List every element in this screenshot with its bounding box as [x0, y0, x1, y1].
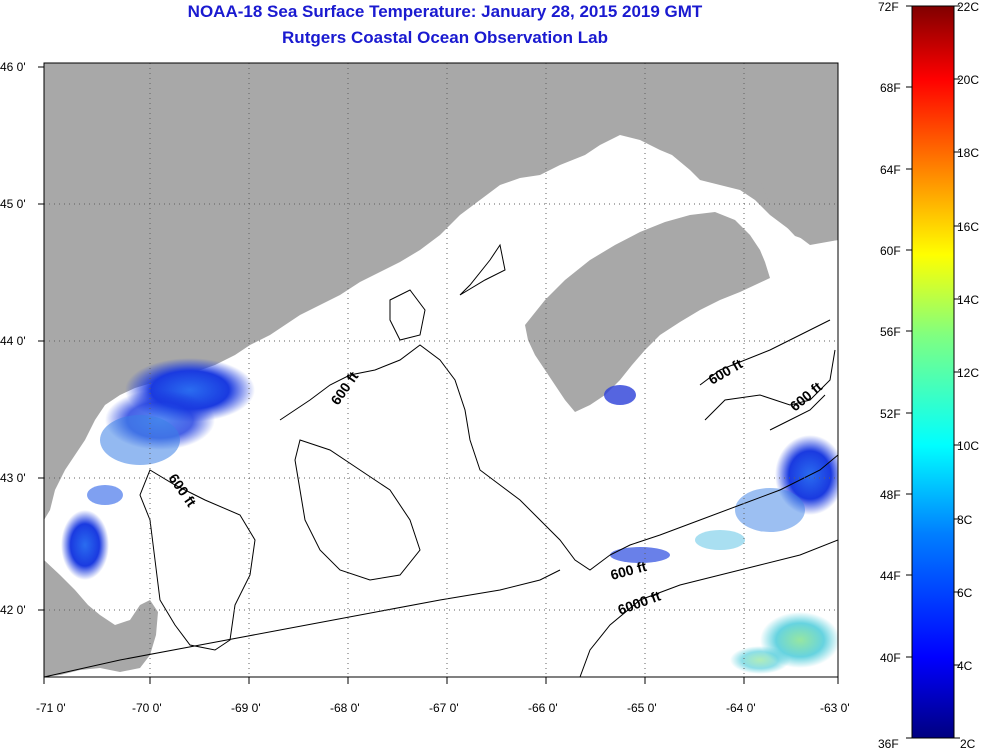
lon-label: -65 0' — [627, 701, 657, 715]
lon-label: -64 0' — [726, 701, 756, 715]
mainland-land — [44, 63, 838, 520]
lon-label: -69 0' — [231, 701, 261, 715]
colorbar-f-label: 52F — [880, 407, 901, 421]
lat-label: 46 0' — [0, 60, 26, 74]
colorbar — [911, 5, 955, 739]
lon-label: -63 0' — [820, 701, 850, 715]
map-title: NOAA-18 Sea Surface Temperature: January… — [187, 2, 703, 21]
map-frame — [43, 62, 839, 678]
colorbar-f-label: 48F — [880, 488, 901, 502]
colorbar-c-label: 18C — [957, 146, 979, 160]
depth-contours — [44, 243, 838, 677]
colorbar-f-label: 68F — [880, 81, 901, 95]
colorbar-f-label: 60F — [880, 244, 901, 258]
lon-label: -70 0' — [132, 701, 162, 715]
colorbar-c-label: 4C — [957, 659, 973, 673]
lat-label: 45 0' — [0, 197, 26, 211]
colorbar-ticks — [906, 5, 960, 739]
colorbar-f-label: 56F — [880, 325, 901, 339]
lat-label: 43 0' — [0, 471, 26, 485]
colorbar-f-label: 64F — [880, 163, 901, 177]
colorbar-c-label: 20C — [957, 73, 979, 87]
colorbar-f-label: 40F — [880, 651, 901, 665]
lon-label: -68 0' — [330, 701, 360, 715]
colorbar-f-label: 72F — [878, 0, 899, 14]
colorbar-c-label: 12C — [957, 366, 979, 380]
lon-label: -71 0' — [36, 701, 66, 715]
lon-label: -67 0' — [429, 701, 459, 715]
colorbar-c-label: 22C — [957, 0, 979, 14]
colorbar-c-label: 16C — [957, 220, 979, 234]
sst-data — [61, 358, 838, 674]
nova-scotia-land — [525, 212, 770, 412]
map-subtitle: Rutgers Coastal Ocean Observation Lab — [282, 28, 608, 47]
colorbar-c-label: 14C — [957, 293, 979, 307]
lat-label: 44 0' — [0, 334, 26, 348]
cape-breton-land — [760, 160, 838, 243]
cape-cod-land — [44, 560, 158, 677]
colorbar-c-label: 10C — [957, 439, 979, 453]
colorbar-c-label: 8C — [957, 513, 973, 527]
lon-label: -66 0' — [528, 701, 558, 715]
colorbar-c-label: 2C — [960, 737, 976, 751]
colorbar-f-label: 44F — [880, 569, 901, 583]
axis-ticks — [38, 66, 839, 684]
lat-label: 42 0' — [0, 603, 26, 617]
colorbar-f-label: 36F — [878, 737, 899, 751]
colorbar-c-label: 6C — [957, 586, 973, 600]
